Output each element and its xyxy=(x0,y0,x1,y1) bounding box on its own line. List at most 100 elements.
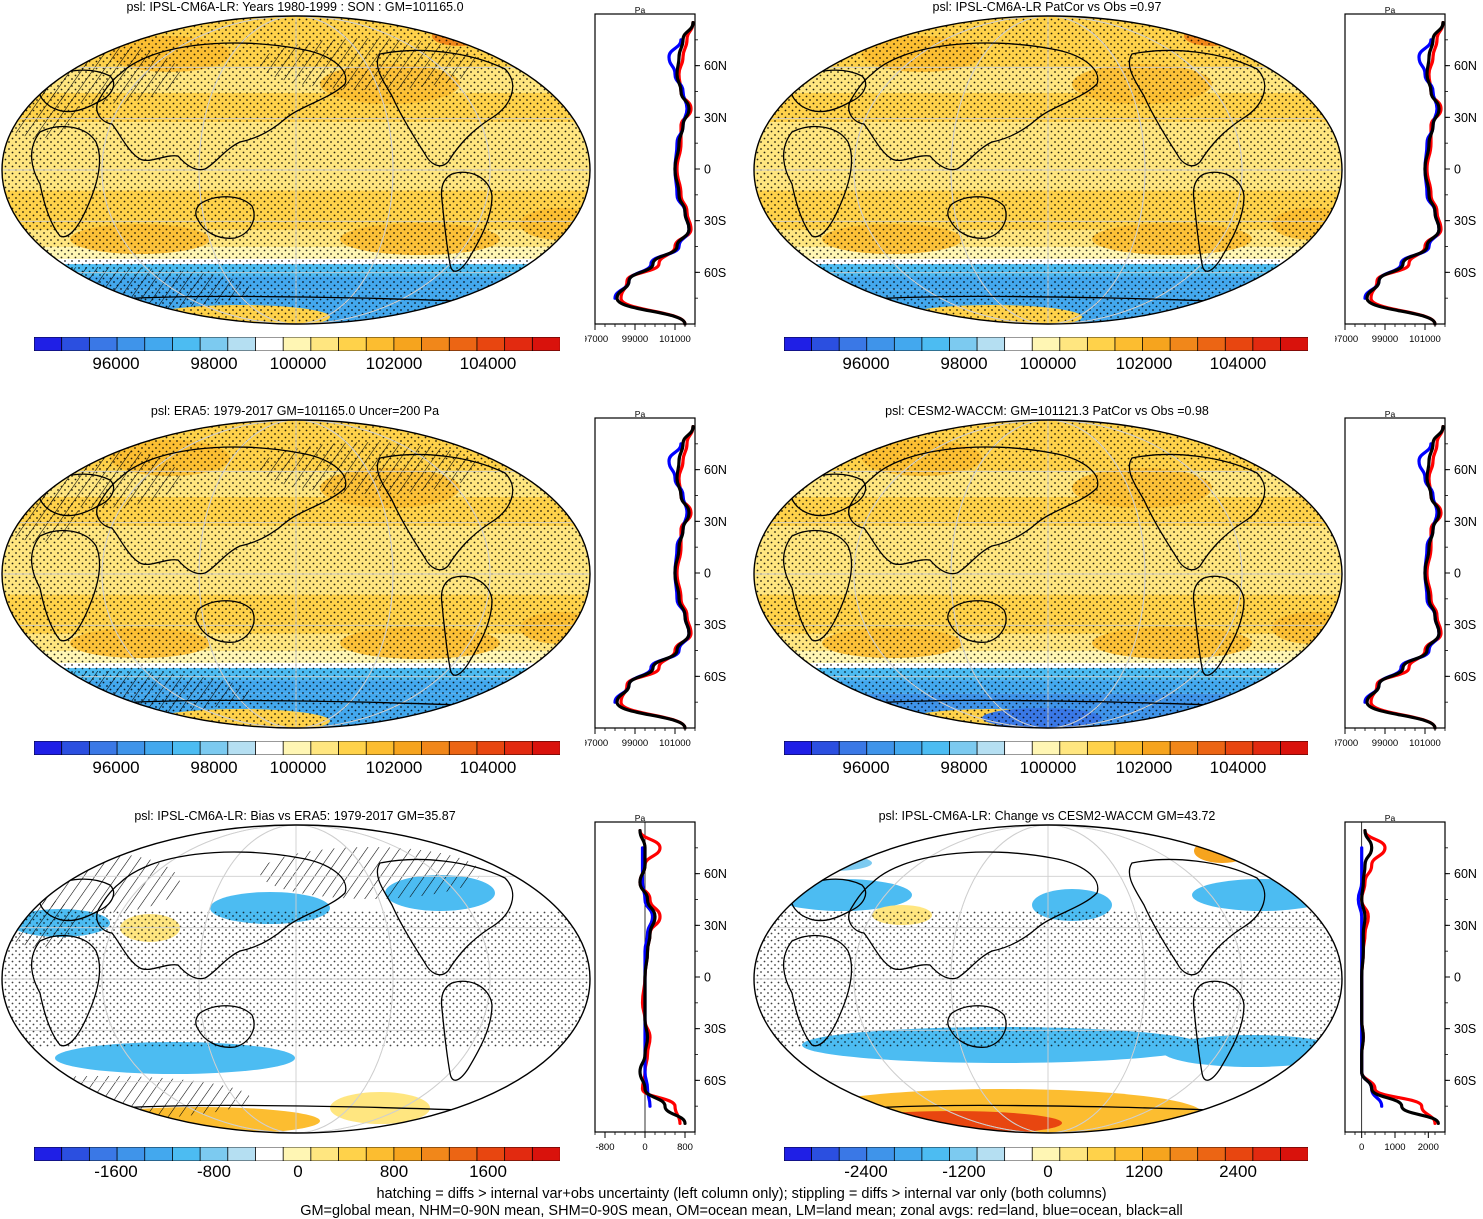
colorbar-labels: 96000 98000 100000 102000 104000 xyxy=(34,758,560,778)
coastline-samerica xyxy=(1192,980,1245,1081)
colorbar-swatch xyxy=(448,337,478,351)
colorbar-swatch xyxy=(893,741,923,755)
colorbar-swatch xyxy=(921,1147,951,1161)
colorbar xyxy=(784,741,1308,755)
colorbar-labels: 96000 98000 100000 102000 104000 xyxy=(784,354,1308,374)
colorbar-swatch xyxy=(1114,741,1144,755)
colorbar-swatch xyxy=(1086,741,1116,755)
colorbar-swatch xyxy=(116,337,146,351)
zonal-y-label: 30S xyxy=(1454,618,1476,632)
coastline-africa xyxy=(783,529,853,642)
colorbar-swatch xyxy=(838,1147,868,1161)
colorbar-swatch xyxy=(61,1147,91,1161)
zonal-mean-plot: Pa 60N 30N 0 30S 60S 97000 99000 101000 xyxy=(585,5,727,345)
colorbar-swatch xyxy=(1197,741,1226,755)
coastline-europe xyxy=(38,878,115,922)
map-border xyxy=(1,419,591,729)
zonal-x-label: 97000 xyxy=(585,738,608,749)
coastline-namerica xyxy=(376,858,514,976)
colorbar-swatch xyxy=(866,741,896,755)
colorbar-swatch xyxy=(838,741,868,755)
colorbar-swatch xyxy=(199,741,229,755)
zonal-y-label: 60N xyxy=(1454,867,1477,881)
map-border xyxy=(1,824,591,1134)
colorbar-swatch xyxy=(448,741,478,755)
zonal-y-label: 30N xyxy=(1454,111,1477,125)
colorbar-swatch xyxy=(1059,337,1089,351)
zonal-y-label: 60N xyxy=(1454,59,1477,73)
zonal-mean-plot: Pa 60N 30N 0 30S 60S 97000 99000 101000 xyxy=(585,409,727,749)
colorbar-swatch xyxy=(1031,337,1061,351)
map-border xyxy=(753,824,1343,1134)
zonal-y-label: 60S xyxy=(1454,266,1476,280)
colorbar-swatch xyxy=(1252,741,1282,755)
colorbar-swatch xyxy=(1280,741,1308,755)
zonal-y-label: 30N xyxy=(704,515,727,529)
zonal-x-label: 800 xyxy=(677,1142,693,1153)
colorbar-label: 96000 xyxy=(842,758,890,777)
colorbar-swatch xyxy=(1142,1147,1171,1161)
colorbar-swatch xyxy=(1114,337,1144,351)
colorbar-label: 96000 xyxy=(92,758,140,777)
colorbar-swatch xyxy=(1252,1147,1282,1161)
colorbar-swatch xyxy=(1197,337,1226,351)
graticule-line xyxy=(101,420,491,728)
negative-bias-region xyxy=(55,1042,295,1074)
coastline-europe xyxy=(790,69,867,113)
colorbar-swatch xyxy=(34,337,63,351)
zonal-y-label: 60S xyxy=(704,670,726,684)
colorbar-swatch xyxy=(88,1147,118,1161)
zonal-y-label: 30N xyxy=(1454,515,1477,529)
zonal-curve-all xyxy=(615,21,695,326)
coastline-namerica xyxy=(1128,858,1266,976)
zonal-curve-all xyxy=(1360,829,1440,1125)
zonal-x-label: 101000 xyxy=(659,738,691,749)
colorbar-swatch xyxy=(393,1147,423,1161)
map-title: psl: ERA5: 1979-2017 GM=101165.0 Uncer=2… xyxy=(150,404,440,418)
colorbar-swatch xyxy=(949,1147,978,1161)
zonal-x-label: 99000 xyxy=(1372,334,1398,345)
zonal-curve-all xyxy=(1365,425,1445,730)
colorbar-swatch xyxy=(476,337,506,351)
colorbar-swatch xyxy=(88,337,118,351)
coastline-europe xyxy=(790,878,867,922)
colorbar-swatch xyxy=(144,1147,174,1161)
colorbar-swatch xyxy=(504,337,534,351)
zonal-mean-plot: Pa 60N 30N 0 30S 60S 97000 99000 101000 xyxy=(1335,409,1477,749)
colorbar-swatch xyxy=(893,1147,923,1161)
colorbar-swatch xyxy=(1059,1147,1089,1161)
coastline-australia xyxy=(195,196,255,239)
colorbar-swatch xyxy=(61,741,91,755)
colorbar-swatch xyxy=(531,1147,560,1161)
zonal-frame xyxy=(1344,821,1446,1133)
colorbar-swatch xyxy=(504,1147,534,1161)
footer-note-means: GM=global mean, NHM=0-90N mean, SHM=0-90… xyxy=(300,1203,1183,1219)
map-plot xyxy=(1,419,591,729)
colorbar-swatch xyxy=(1169,741,1199,755)
colorbar-label: 0 xyxy=(293,1162,303,1181)
coastline-namerica xyxy=(376,49,514,167)
colorbar-label: 104000 xyxy=(459,354,517,373)
zonal-x-label: 2000 xyxy=(1418,1142,1439,1153)
colorbar-swatch xyxy=(255,1147,284,1161)
colorbar-swatch xyxy=(1197,1147,1226,1161)
colorbar-label: 800 xyxy=(379,1162,409,1181)
colorbar-swatch xyxy=(172,741,201,755)
hatching xyxy=(260,847,480,899)
colorbar-swatch xyxy=(1031,1147,1061,1161)
zonal-y-label: 60N xyxy=(704,59,727,73)
colorbar-swatch xyxy=(34,1147,63,1161)
coastline-asia xyxy=(96,446,347,575)
zonal-unit-label: Pa xyxy=(1385,813,1396,823)
colorbar xyxy=(34,741,560,755)
colorbar-swatch xyxy=(172,1147,201,1161)
map-title: psl: CESM2-WACCM: GM=101121.3 PatCor vs … xyxy=(885,404,1209,418)
coastline-namerica xyxy=(376,453,514,571)
positive-change-region xyxy=(1194,839,1250,863)
colorbar-swatch xyxy=(784,337,813,351)
footer-note-hatching: hatching = diffs > internal var+obs unce… xyxy=(376,1186,1107,1202)
graticule-line xyxy=(853,420,1243,728)
colorbar-swatch xyxy=(866,337,896,351)
zonal-y-label: 30N xyxy=(704,919,727,933)
coastline-asia xyxy=(848,851,1099,980)
